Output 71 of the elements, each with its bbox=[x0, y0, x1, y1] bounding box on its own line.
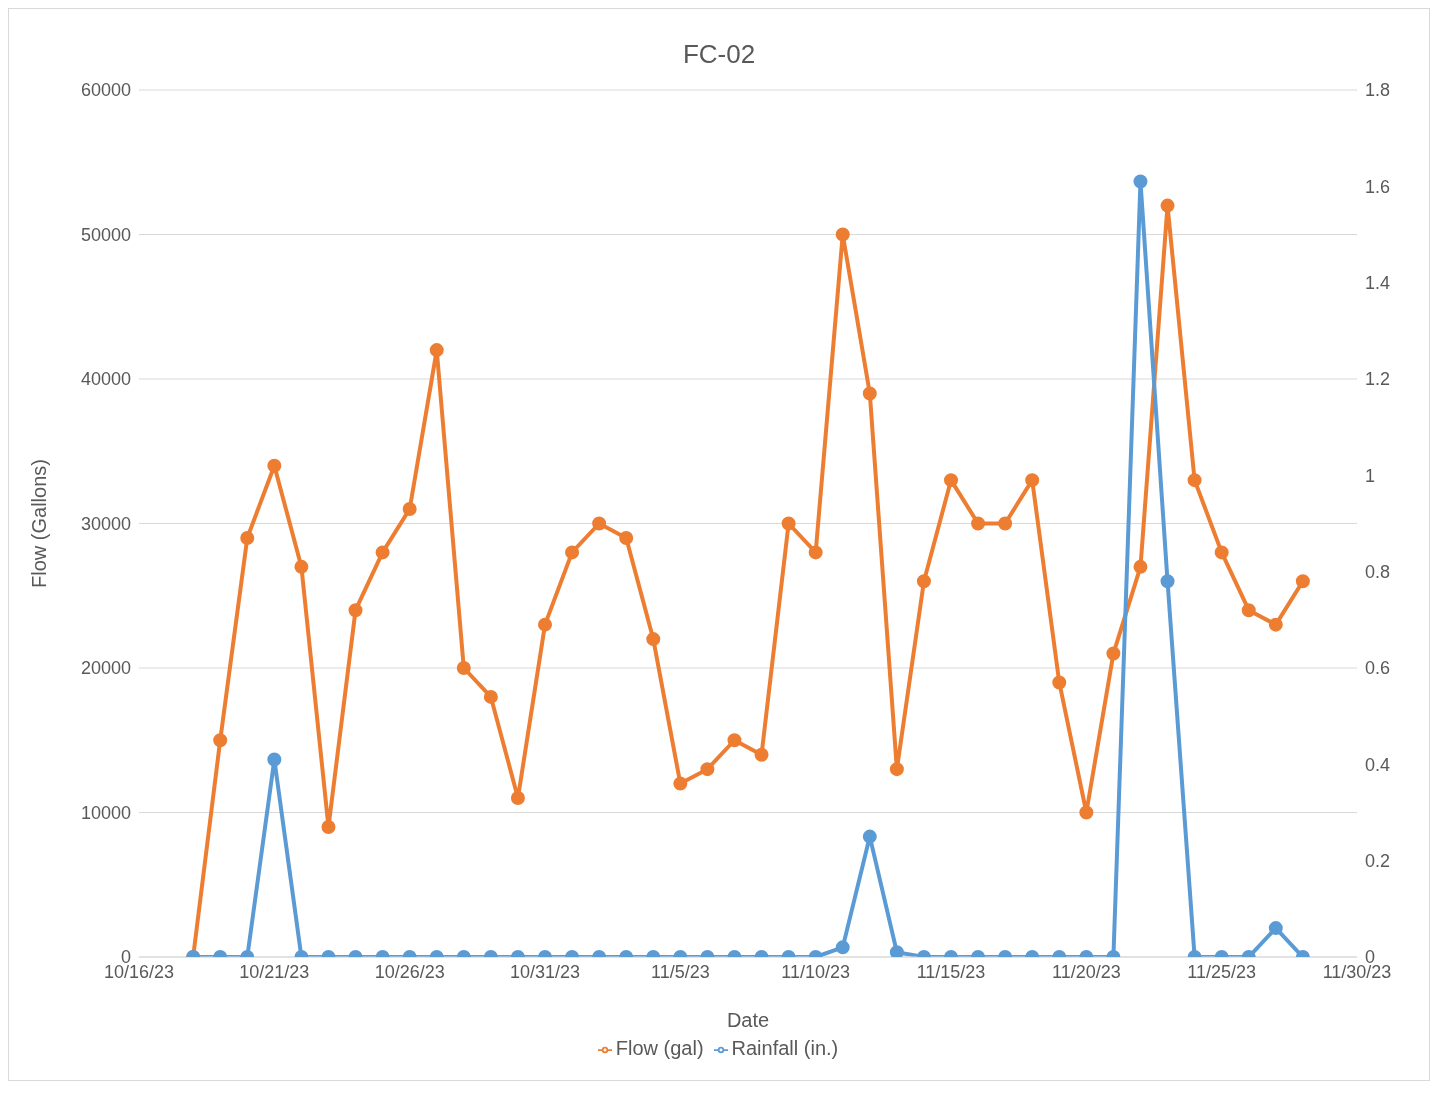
x-tick-label: 11/15/23 bbox=[916, 961, 986, 982]
y2-tick-label: 1 bbox=[1365, 465, 1376, 486]
y-tick-label: 10000 bbox=[80, 802, 131, 823]
legend-label: Rainfall (in.) bbox=[731, 1037, 839, 1059]
point bbox=[565, 545, 580, 560]
point bbox=[1052, 675, 1067, 690]
y2-tick-label: 1.6 bbox=[1365, 176, 1391, 197]
point bbox=[619, 530, 634, 545]
point bbox=[1214, 545, 1229, 560]
point bbox=[889, 762, 904, 777]
point bbox=[1295, 574, 1310, 589]
point bbox=[294, 559, 309, 574]
point bbox=[483, 689, 498, 704]
point bbox=[944, 473, 958, 488]
point bbox=[1133, 559, 1148, 574]
point bbox=[700, 762, 715, 777]
point bbox=[835, 227, 850, 242]
point bbox=[998, 516, 1013, 531]
y2-tick-label: 1.2 bbox=[1365, 369, 1391, 390]
x-tick-label: 11/25/23 bbox=[1187, 961, 1257, 982]
point bbox=[538, 617, 552, 632]
point bbox=[1025, 473, 1040, 488]
x-tick-label: 11/20/23 bbox=[1051, 961, 1121, 982]
y2-tick-label: 0.2 bbox=[1365, 851, 1391, 872]
point bbox=[727, 733, 742, 748]
point bbox=[510, 791, 525, 806]
y2-tick-label: 0.4 bbox=[1365, 754, 1391, 775]
y2-tick-label: 1.8 bbox=[1365, 80, 1391, 101]
point bbox=[592, 516, 607, 531]
point bbox=[267, 458, 282, 473]
x-axis-title: Date bbox=[726, 1009, 770, 1031]
x-tick-label: 11/10/23 bbox=[781, 961, 851, 982]
point bbox=[1079, 805, 1094, 820]
point bbox=[754, 747, 769, 762]
point bbox=[1160, 198, 1175, 213]
y-tick-label: 60000 bbox=[80, 80, 131, 101]
point bbox=[916, 574, 931, 589]
point bbox=[862, 386, 877, 401]
point bbox=[456, 661, 471, 675]
point bbox=[348, 603, 363, 618]
point bbox=[429, 343, 444, 358]
legend-label: Flow (gal) bbox=[615, 1037, 704, 1059]
y-tick-label: 40000 bbox=[80, 369, 131, 390]
y-tick-label: 50000 bbox=[80, 224, 131, 245]
x-tick-label: 10/31/23 bbox=[509, 961, 581, 982]
x-tick-label: 11/5/23 bbox=[650, 961, 710, 982]
point bbox=[321, 819, 336, 834]
point bbox=[213, 733, 228, 748]
point bbox=[1106, 646, 1121, 661]
x-tick-label: 10/21/23 bbox=[239, 961, 310, 982]
point bbox=[402, 502, 417, 517]
point bbox=[1160, 574, 1175, 589]
y-axis-title: Flow (Gallons) bbox=[28, 459, 51, 588]
y2-tick-label: 0.6 bbox=[1365, 658, 1391, 679]
point bbox=[971, 516, 986, 531]
point bbox=[673, 776, 688, 791]
point bbox=[1133, 174, 1148, 189]
chart-title: FC-02 bbox=[681, 38, 757, 70]
y-tick-label: 20000 bbox=[80, 658, 131, 679]
x-tick-label: 10/26/23 bbox=[374, 961, 445, 982]
point bbox=[375, 545, 390, 560]
point bbox=[1187, 473, 1202, 488]
point bbox=[781, 516, 796, 531]
point bbox=[240, 530, 255, 545]
y2-tick-label: 1.4 bbox=[1365, 273, 1391, 294]
y2-tick-label: 0.8 bbox=[1365, 562, 1391, 583]
point bbox=[1268, 617, 1283, 632]
point bbox=[646, 632, 661, 647]
y-tick-label: 30000 bbox=[80, 513, 131, 534]
point bbox=[1241, 603, 1256, 618]
point bbox=[808, 545, 823, 560]
